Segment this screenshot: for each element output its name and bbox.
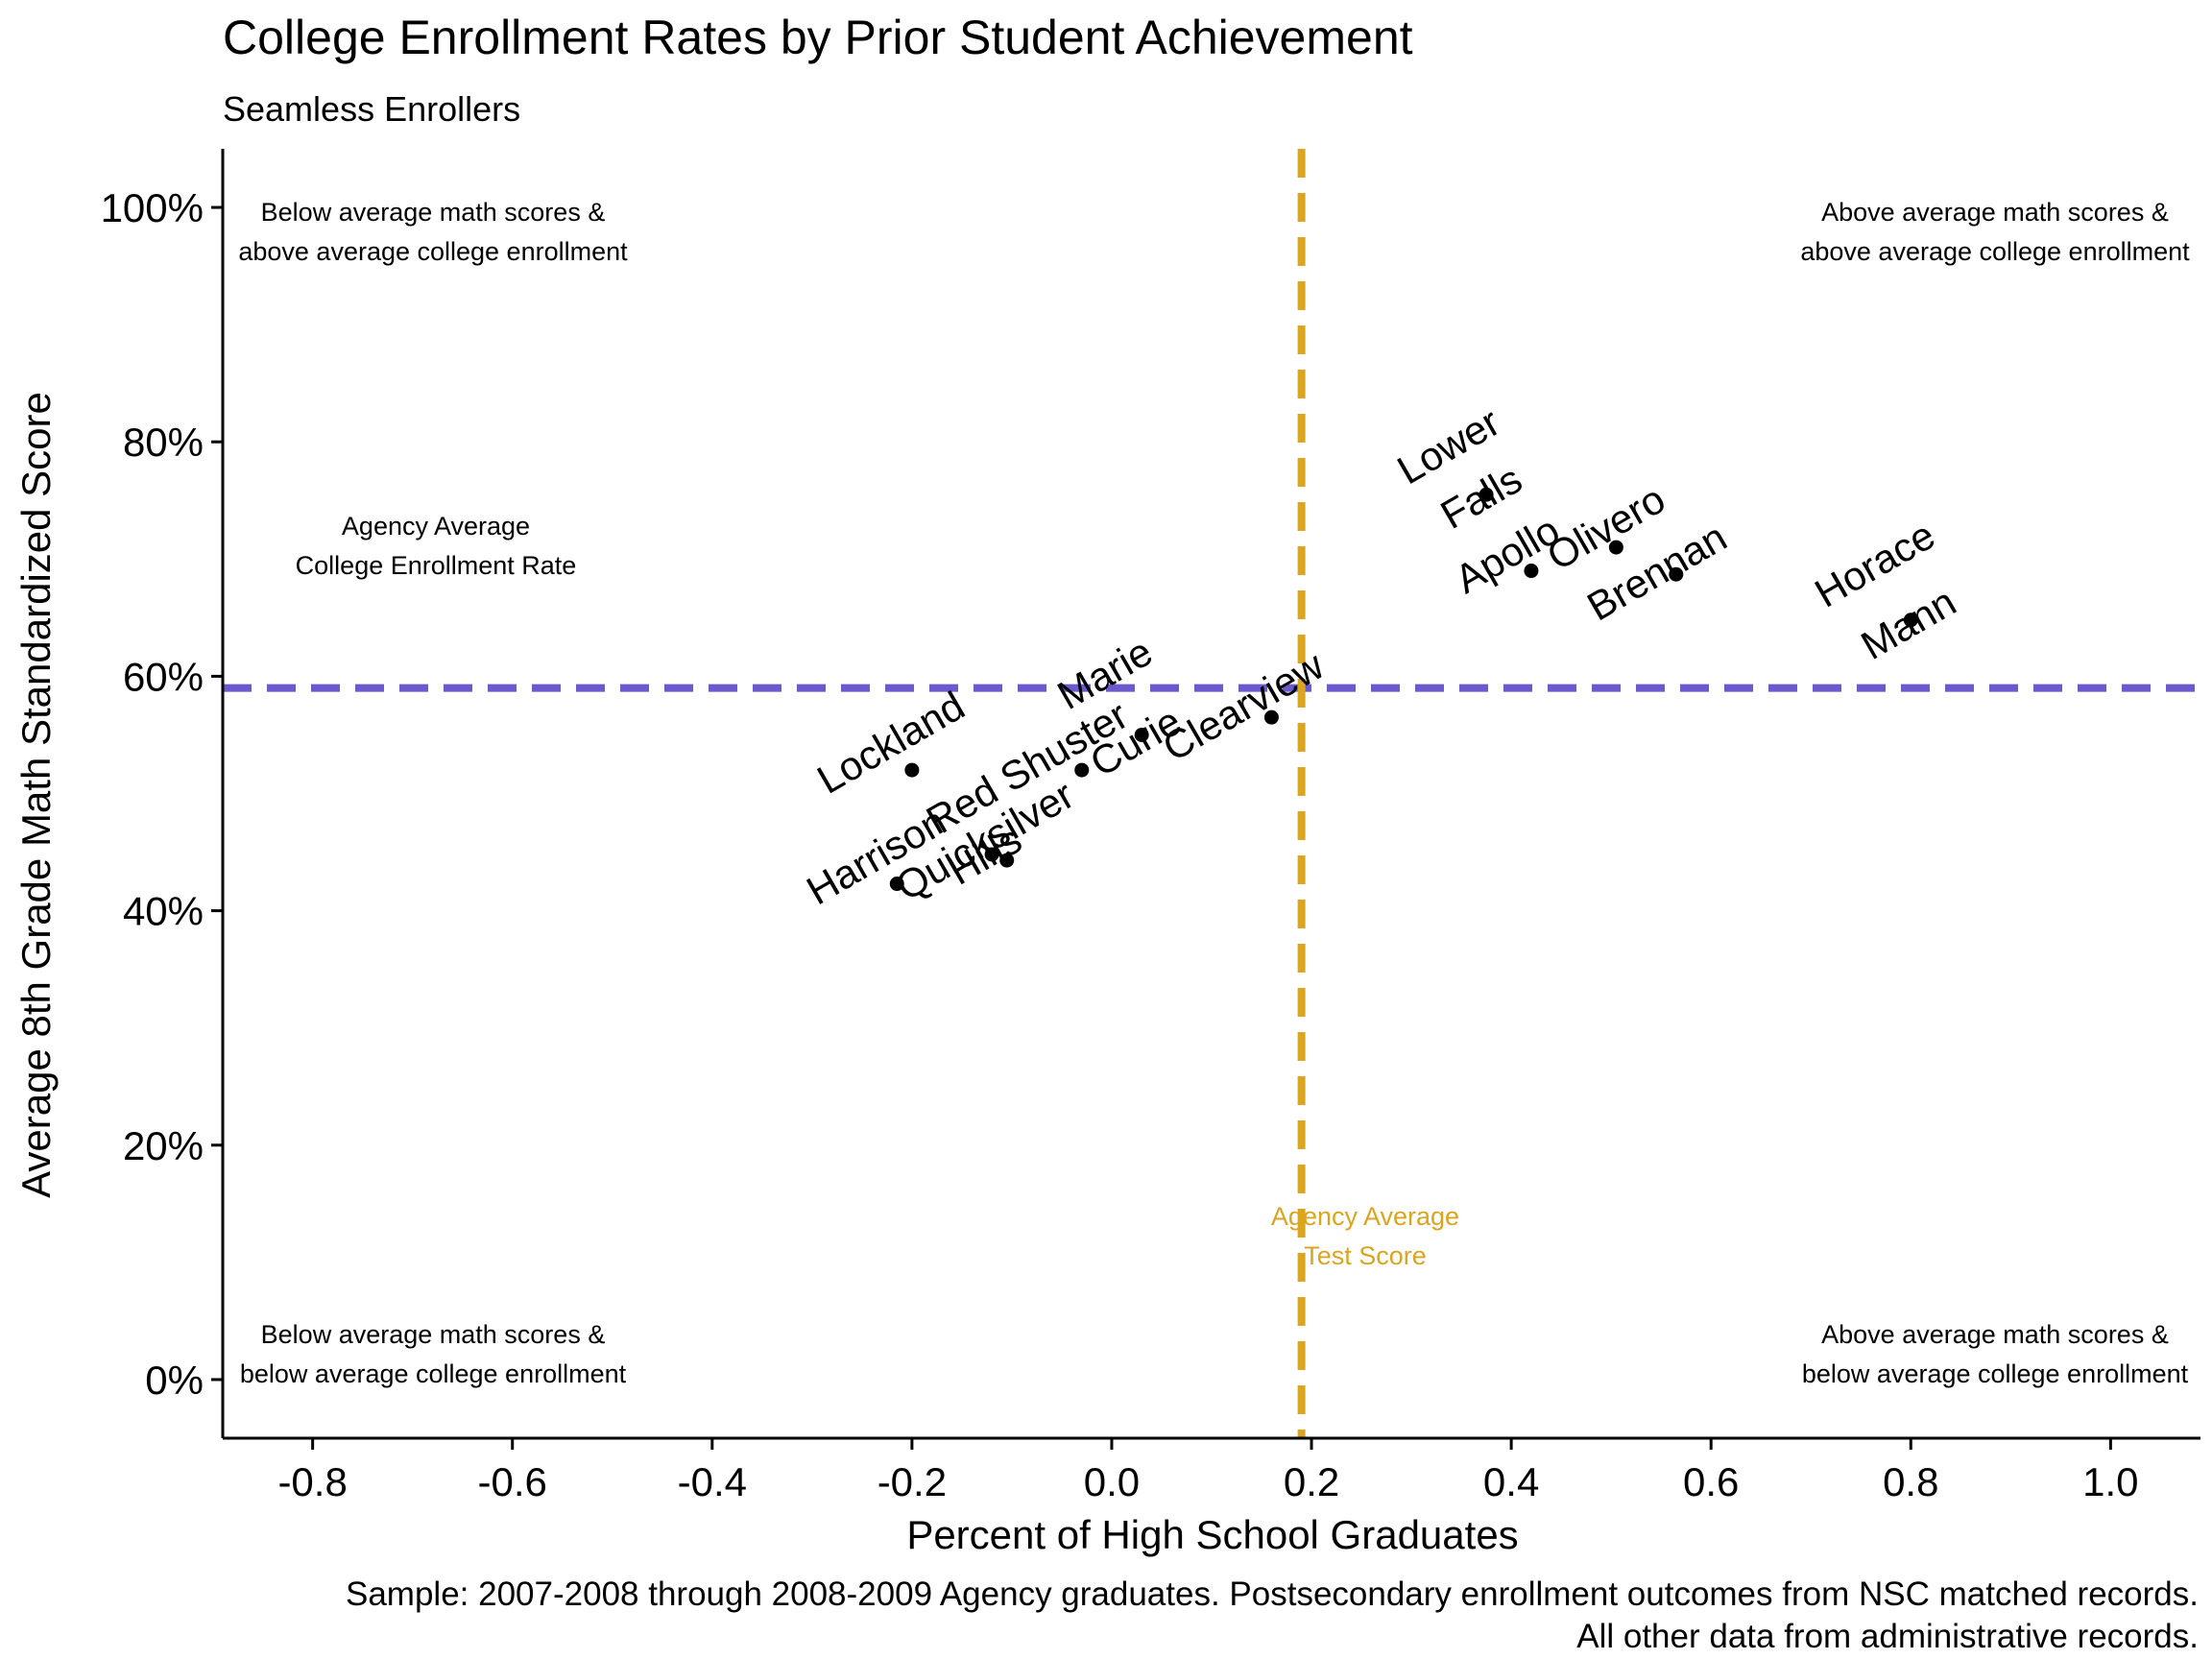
point-label: Lockland xyxy=(809,683,972,803)
y-tick-label: 60% xyxy=(123,654,204,699)
x-tick-label: 1.0 xyxy=(2082,1459,2138,1504)
annotation-top-right: Above average math scores & xyxy=(1821,198,2169,227)
data-point xyxy=(1608,540,1623,555)
data-point xyxy=(1263,709,1279,725)
data-point xyxy=(1479,487,1494,502)
data-point xyxy=(1524,564,1539,579)
annotation-top-right: above average college enrollment xyxy=(1800,237,2190,266)
y-tick-label: 40% xyxy=(123,889,204,934)
y-tick-label: 80% xyxy=(123,420,204,465)
data-point xyxy=(1669,566,1684,582)
x-tick-label: 0.2 xyxy=(1284,1459,1339,1504)
annotation-top-left: above average college enrollment xyxy=(238,237,628,266)
caption-line-2: All other data from administrative recor… xyxy=(1576,1618,2199,1655)
plot-area: -0.8 -0.6 -0.4 -0.2 0.0 0.2 0.4 0.6 0.8 1.0 0% 20% 4… xyxy=(101,149,2200,1504)
chart-title: College Enrollment Rates by Prior Studen… xyxy=(223,11,1413,64)
annotation-agency-enrollment: Agency Average xyxy=(342,512,530,541)
data-point xyxy=(984,847,999,862)
annotation-top-left: Below average math scores & xyxy=(261,198,606,227)
y-tick-label: 0% xyxy=(145,1358,204,1403)
x-tick-label: 0.6 xyxy=(1683,1459,1739,1504)
annotation-bottom-left: below average college enrollment xyxy=(240,1359,627,1388)
chart-subtitle: Seamless Enrollers xyxy=(223,89,520,129)
annotation-agency-test: Agency Average xyxy=(1271,1202,1459,1231)
y-tick-label: 20% xyxy=(123,1123,204,1168)
x-tick-label: 0.4 xyxy=(1483,1459,1539,1504)
x-tick-label: -0.8 xyxy=(277,1459,347,1504)
annotation-agency-enrollment: College Enrollment Rate xyxy=(296,551,577,580)
annotation-bottom-right: below average college enrollment xyxy=(1802,1359,2189,1388)
x-axis-label: Percent of High School Graduates xyxy=(906,1512,1518,1557)
annotation-agency-test: Test Score xyxy=(1304,1241,1427,1270)
annotation-bottom-left: Below average math scores & xyxy=(261,1320,606,1349)
x-tick-label: -0.2 xyxy=(878,1459,947,1504)
x-tick-label: 0.8 xyxy=(1883,1459,1938,1504)
x-tick-label: -0.6 xyxy=(478,1459,547,1504)
annotation-bottom-right: Above average math scores & xyxy=(1821,1320,2169,1349)
y-tick-label: 100% xyxy=(101,185,204,230)
data-point xyxy=(1903,613,1918,628)
data-point xyxy=(999,853,1015,868)
x-tick-label: -0.4 xyxy=(678,1459,747,1504)
x-tick-label: 0.0 xyxy=(1084,1459,1140,1504)
data-point xyxy=(904,762,920,778)
y-axis-label: Average 8th Grade Math Standardized Scor… xyxy=(13,392,59,1198)
data-point xyxy=(889,877,904,892)
data-point xyxy=(1074,762,1090,778)
caption-line-1: Sample: 2007-2008 through 2008-2009 Agen… xyxy=(346,1575,2199,1613)
data-point xyxy=(1134,727,1149,742)
